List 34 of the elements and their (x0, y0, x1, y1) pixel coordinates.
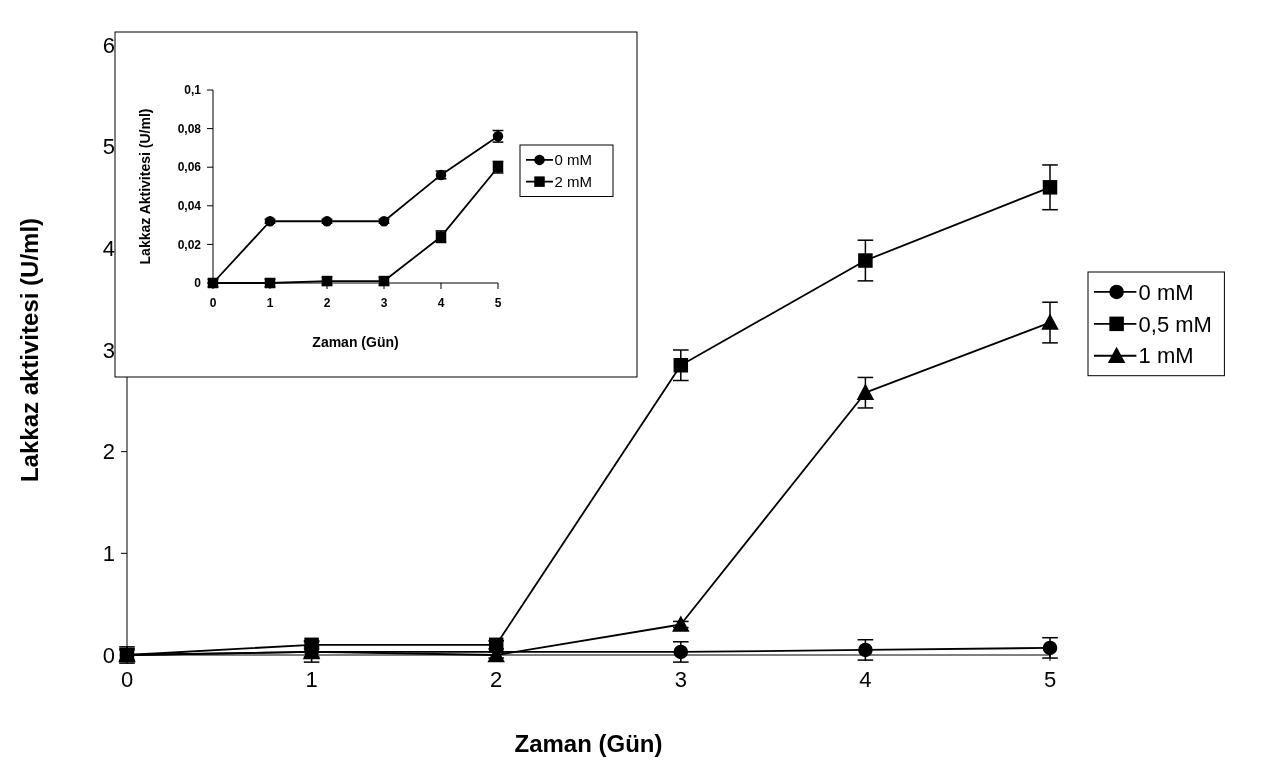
y-tick-label: 0,02 (177, 237, 202, 252)
x-tick-label: 4 (859, 666, 872, 692)
legend-label: 2 mM (554, 172, 592, 190)
y-tick-label: 0,1 (184, 83, 202, 98)
y-tick-label: 5 (102, 134, 115, 160)
y-tick-label: 2 (102, 439, 115, 465)
y-tick-label: 6 (102, 32, 115, 58)
y-tick-label: 4 (102, 236, 115, 262)
y-tick-label: 0 (194, 276, 202, 291)
x-tick-label: 2 (490, 666, 503, 692)
y-tick-label: 3 (102, 337, 115, 363)
x-tick-label: 3 (380, 295, 388, 310)
x-tick-label: 0 (120, 666, 134, 692)
x-axis-title: Zaman (Gün) (312, 334, 399, 350)
y-tick-label: 1 (102, 541, 115, 567)
x-tick-label: 5 (1043, 666, 1057, 692)
x-tick-label: 5 (494, 295, 502, 310)
y-tick-label: 0 (102, 642, 115, 668)
y-tick-label: 0,06 (177, 160, 202, 175)
y-tick-label: 0,08 (177, 121, 202, 136)
legend-label: 1 mM (1138, 343, 1194, 369)
x-tick-label: 0 (209, 295, 217, 310)
x-axis-title: Zaman (Gün) (514, 730, 663, 757)
x-tick-label: 1 (266, 295, 274, 310)
y-axis-title: Lakkaz aktivitesi (U/ml) (16, 217, 43, 483)
x-tick-label: 3 (674, 666, 687, 692)
x-tick-label: 1 (305, 666, 318, 692)
x-tick-label: 2 (323, 295, 331, 310)
y-tick-label: 0,04 (177, 199, 202, 213)
legend-label: 0,5 mM (1138, 311, 1212, 337)
y-axis-title: Lakkaz Aktivitesi (U/ml) (137, 108, 153, 265)
legend-label: 0 mM (554, 151, 592, 169)
x-tick-label: 4 (437, 295, 445, 310)
legend-label: 0 mM (1138, 279, 1194, 305)
